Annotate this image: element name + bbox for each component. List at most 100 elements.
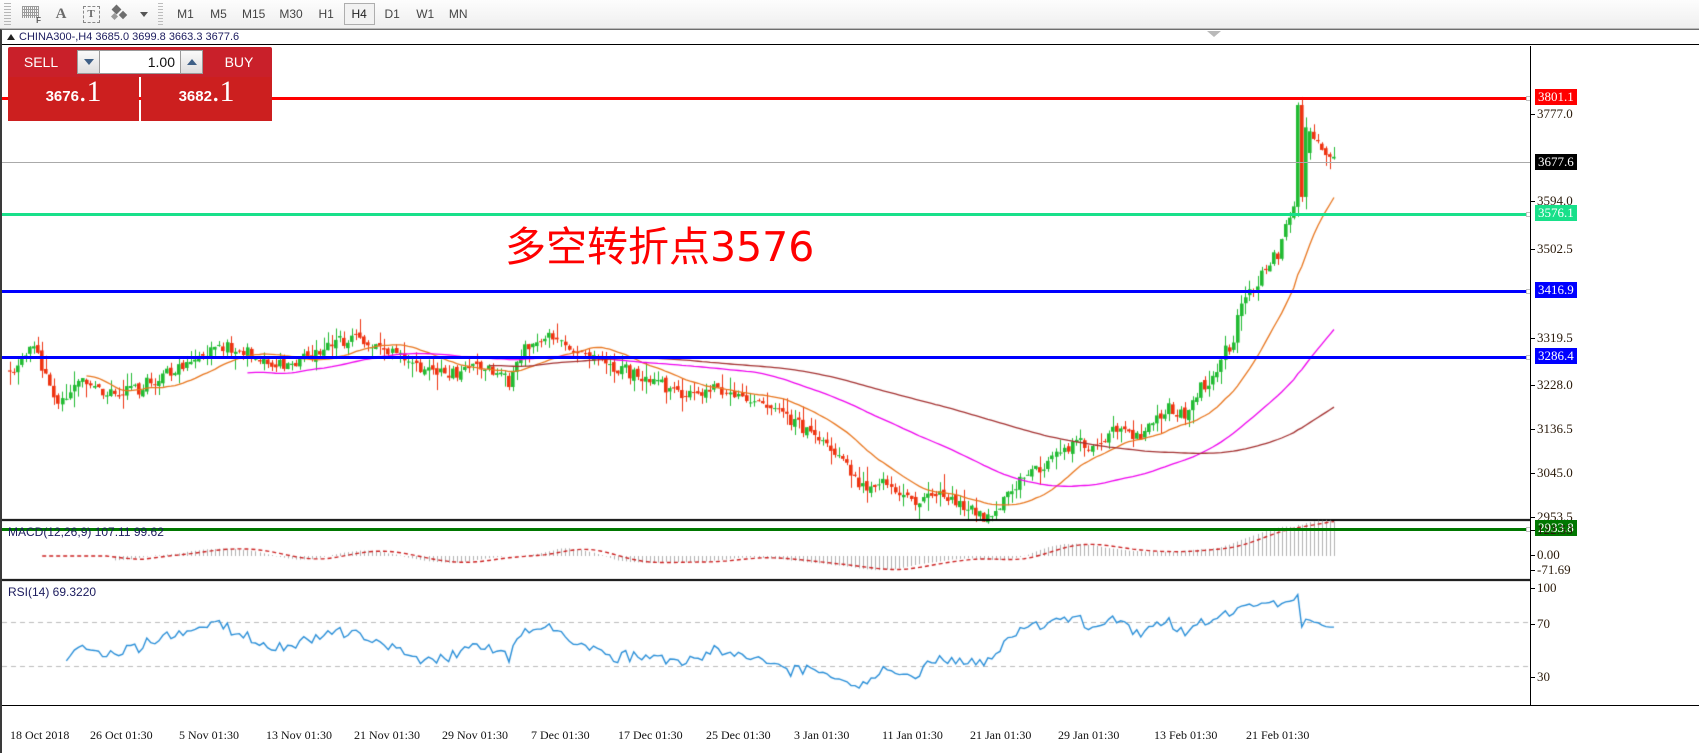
buy-price-fraction: .1 <box>211 75 235 108</box>
time-axis: 18 Oct 2018 26 Oct 01:30 5 Nov 01:30 13 Nov… <box>2 705 1699 753</box>
price-level-label[interactable]: 3416.9 <box>1535 282 1577 298</box>
timeframe-h1[interactable]: H1 <box>318 7 334 21</box>
trade-panel-price-row: 3676 .1 3682 .1 <box>8 77 272 121</box>
macd-indicator-label[interactable]: MACD(12,26,9) 107.11 99.62 <box>8 525 164 539</box>
price-scale-label: 3594.0 <box>1537 193 1573 208</box>
chart-annotation-text[interactable]: 多空转折点3576 <box>505 223 815 271</box>
buy-price-display[interactable]: 3682 .1 <box>141 77 272 121</box>
indicator-scale-tick <box>1531 555 1535 556</box>
one-click-trading-panel[interactable]: SELL 1.00 BUY 3676 .1 3 <box>8 47 272 121</box>
price-scale-label: 3045.0 <box>1537 465 1573 480</box>
timeframe-m30[interactable]: M30 <box>279 7 303 21</box>
objects-dropdown-icon[interactable] <box>136 2 152 27</box>
sell-button[interactable]: SELL <box>8 47 74 77</box>
chart-symbol-header: CHINA300-,H4 3685.0 3699.8 3663.3 3677.6 <box>2 30 1699 45</box>
timeframe-m5[interactable]: M5 <box>210 7 227 21</box>
chart-symbol-label: CHINA300-,H4 3685.0 3699.8 3663.3 3677.6 <box>19 31 240 43</box>
indicator-scale-tick <box>1531 677 1535 678</box>
time-axis-label: 7 Dec 01:30 <box>531 728 590 742</box>
caret-up-icon <box>186 59 197 65</box>
indicator-list-glyph: F <box>21 5 41 25</box>
price-scale-label: 3319.5 <box>1537 330 1573 345</box>
volume-increase-button[interactable] <box>180 50 203 74</box>
caret-down-icon <box>83 59 94 65</box>
chart-collapse-icon[interactable] <box>7 34 15 40</box>
price-scale-tick <box>1531 385 1535 386</box>
chart-window: CHINA300-,H4 3685.0 3699.8 3663.3 3677.6… <box>0 29 1699 753</box>
timeframe-m1[interactable]: M1 <box>177 7 194 21</box>
rsi-scale-label: 70 <box>1537 616 1550 631</box>
chart-toolbar: F A T M1 M5 M15 M30 H1 H4 D1 W1 MN <box>0 0 1699 29</box>
buy-button[interactable]: BUY <box>206 47 272 77</box>
current-price-label[interactable]: 3677.6 <box>1535 154 1577 170</box>
rsi-scale-label: 30 <box>1537 669 1550 684</box>
timeframe-w1[interactable]: W1 <box>416 7 435 21</box>
time-axis-label: 26 Oct 01:30 <box>90 728 153 742</box>
rsi-scale-label: 100 <box>1537 580 1557 595</box>
indicator-scale-tick <box>1531 570 1535 571</box>
text-box-icon[interactable]: T <box>76 2 106 27</box>
price-scale-tick <box>1531 473 1535 474</box>
level-handle[interactable] <box>1526 289 1530 294</box>
price-level-label[interactable]: 2933.8 <box>1535 520 1577 536</box>
volume-decrease-button[interactable] <box>77 50 100 74</box>
time-axis-label: 21 Nov 01:30 <box>354 728 420 742</box>
timeframe-h4[interactable]: H4 <box>343 3 375 25</box>
horizontal-level-line[interactable] <box>2 212 1530 217</box>
text-label-glyph: A <box>55 5 67 22</box>
sell-price-display[interactable]: 3676 .1 <box>8 77 139 121</box>
timeframe-m15[interactable]: M15 <box>242 7 266 21</box>
chevron-down-glyph <box>140 11 148 17</box>
text-box-glyph: T <box>82 5 100 23</box>
price-level-label[interactable]: 3576.1 <box>1535 205 1577 221</box>
indicator-scale-tick <box>1531 530 1535 531</box>
indicator-list-icon[interactable]: F <box>16 2 46 27</box>
objects-icon[interactable] <box>106 2 136 27</box>
time-axis-label: 3 Jan 01:30 <box>794 728 850 742</box>
indicator-scale-tick <box>1531 588 1535 589</box>
level-handle[interactable] <box>1526 355 1530 360</box>
level-handle[interactable] <box>1526 527 1530 532</box>
price-level-label[interactable]: 3801.1 <box>1535 89 1577 105</box>
horizontal-level-line[interactable] <box>2 289 1530 294</box>
price-scale-tick <box>1531 429 1535 430</box>
text-label-icon[interactable]: A <box>46 2 76 27</box>
price-canvas[interactable] <box>2 46 1530 705</box>
indicator-scale-tick <box>1531 624 1535 625</box>
time-axis-label: 21 Feb 01:30 <box>1246 728 1310 742</box>
time-axis-label: 13 Nov 01:30 <box>266 728 332 742</box>
level-handle[interactable] <box>1526 212 1530 217</box>
level-handle[interactable] <box>1526 96 1530 101</box>
objects-glyph <box>110 4 131 22</box>
rsi-indicator-label[interactable]: RSI(14) 69.3220 <box>8 585 97 599</box>
toolbar-drag-grip[interactable] <box>2 3 13 25</box>
chart-scroll-chevron-icon[interactable] <box>1207 31 1221 37</box>
time-axis-label: 11 Jan 01:30 <box>882 728 943 742</box>
macd-scale-label: 122.53 <box>1537 522 1573 537</box>
price-scale-label: 3228.0 <box>1537 377 1573 392</box>
horizontal-level-line[interactable] <box>2 162 1530 163</box>
volume-input[interactable]: 1.00 <box>100 50 180 74</box>
time-axis-label: 13 Feb 01:30 <box>1154 728 1218 742</box>
trade-panel-top-row: SELL 1.00 BUY <box>8 47 272 77</box>
price-scale-label: 3502.5 <box>1537 241 1573 256</box>
price-scale-label: 3136.5 <box>1537 421 1573 436</box>
timeframe-d1[interactable]: D1 <box>384 7 400 21</box>
price-scale-tick <box>1531 517 1535 518</box>
horizontal-level-line[interactable] <box>2 96 1530 101</box>
time-axis-label: 21 Jan 01:30 <box>970 728 1032 742</box>
price-scale-tick <box>1531 114 1535 115</box>
price-scale[interactable]: 3801.1 3777.0 3677.6 3594.0 3576.1 3502.5 3416… <box>1530 46 1699 705</box>
horizontal-level-line[interactable] <box>2 527 1530 532</box>
timeframe-mn[interactable]: MN <box>448 7 468 21</box>
price-scale-tick <box>1531 338 1535 339</box>
time-axis-label: 29 Nov 01:30 <box>442 728 508 742</box>
price-scale-label: 3777.0 <box>1537 106 1573 121</box>
price-level-label[interactable]: 3286.4 <box>1535 348 1577 364</box>
macd-scale-label: -71.69 <box>1537 562 1571 577</box>
sell-price-fraction: .1 <box>78 75 102 108</box>
volume-stepper[interactable]: 1.00 <box>74 47 206 77</box>
horizontal-level-line[interactable] <box>2 355 1530 360</box>
price-plot-area[interactable] <box>2 46 1530 705</box>
